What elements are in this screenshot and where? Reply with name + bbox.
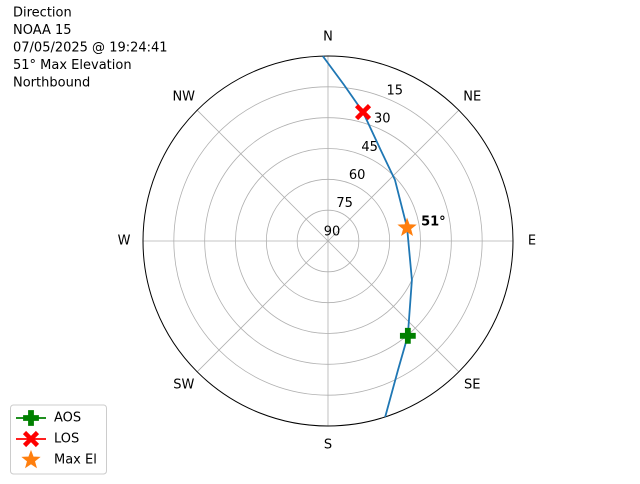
- legend: AOS LOS Max El: [10, 404, 107, 475]
- theta-tick-label: W: [118, 234, 131, 249]
- title-line: 51° Max Elevation: [13, 58, 132, 73]
- marker-star: [21, 449, 41, 469]
- r-tick-label: 60: [349, 168, 366, 183]
- theta-tick-label: NW: [172, 89, 195, 104]
- grid-line: [196, 109, 329, 242]
- title-line: Northbound: [13, 76, 90, 91]
- value-label: 51°: [421, 214, 446, 229]
- title-line: 07/05/2025 @ 19:24:41: [13, 41, 168, 56]
- title-block: Direction NOAA 15 07/05/2025 @ 19:24:41 51°…: [13, 6, 168, 91]
- marker-x: [354, 103, 372, 121]
- marker-plus: [399, 327, 416, 344]
- theta-tick-label: E: [528, 234, 536, 249]
- marker-x: [22, 430, 40, 448]
- legend-label: LOS: [54, 432, 79, 447]
- theta-tick-label: N: [323, 30, 333, 45]
- r-tick-label: 75: [336, 196, 353, 211]
- track-line: [322, 55, 413, 418]
- r-tick-label: 15: [386, 84, 403, 99]
- polar-frame: [142, 55, 514, 427]
- theta-tick-label: SW: [173, 378, 194, 393]
- grid-line: [327, 240, 460, 373]
- title-line: Direction: [13, 6, 72, 21]
- title-line: NOAA 15: [13, 23, 72, 38]
- theta-tick-label: SE: [464, 378, 480, 393]
- grid-line: [196, 240, 329, 373]
- marker-plus: [23, 410, 39, 426]
- legend-label: Max El: [54, 453, 97, 468]
- r-tick-label: 45: [361, 140, 378, 155]
- theta-tick-label: NE: [463, 89, 481, 104]
- r-tick-label: 90: [324, 224, 341, 239]
- r-tick-label: 30: [374, 112, 391, 127]
- marker-star: [397, 217, 417, 236]
- legend-label: AOS: [54, 411, 81, 426]
- theta-tick-label: S: [324, 438, 332, 453]
